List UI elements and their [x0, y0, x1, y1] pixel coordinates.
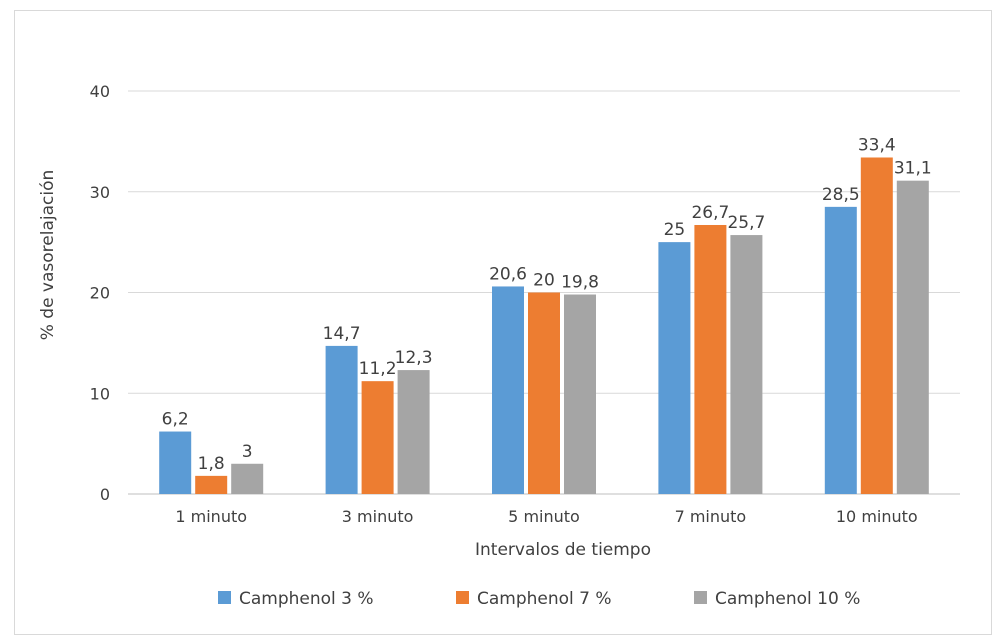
bar [492, 286, 524, 494]
x-tick-label: 7 minuto [675, 507, 747, 526]
data-label: 33,4 [858, 135, 896, 155]
bar [195, 475, 228, 494]
bar [694, 224, 727, 494]
bar [896, 180, 929, 495]
x-tick-label: 10 minuto [836, 507, 918, 526]
bars [159, 157, 929, 495]
y-tick-label: 20 [90, 284, 110, 303]
bar [730, 235, 763, 494]
data-label: 25,7 [727, 213, 765, 233]
bar [528, 292, 560, 494]
x-tick-label: 1 minuto [175, 507, 247, 526]
data-label: 20,6 [489, 264, 527, 284]
data-label: 3 [242, 442, 253, 462]
data-label: 26,7 [691, 203, 729, 223]
y-tick-label: 30 [90, 183, 110, 202]
legend-swatch [218, 591, 231, 604]
legend-label: Camphenol 10 % [715, 589, 860, 609]
legend-label: Camphenol 7 % [477, 589, 612, 609]
x-tick-label: 5 minuto [508, 507, 580, 526]
bar [159, 431, 192, 494]
y-tick-label: 10 [90, 384, 110, 403]
bar [397, 370, 430, 494]
bar [325, 345, 358, 494]
data-label: 25 [664, 220, 686, 240]
x-tick-labels: 1 minuto 3 minuto 5 minuto 7 minuto 10 minut… [175, 507, 917, 526]
data-label: 1,8 [198, 454, 225, 474]
y-tick-label: 40 [90, 82, 110, 101]
legend-swatch [694, 591, 707, 604]
y-axis-label: % de vasorelajación [38, 170, 58, 341]
data-label: 11,2 [359, 359, 397, 379]
data-label: 19,8 [561, 273, 599, 293]
bar [361, 381, 394, 494]
y-tick-labels: 0 10 20 30 40 [90, 82, 110, 504]
data-label: 6,2 [162, 410, 189, 430]
y-tick-label: 0 [100, 485, 110, 504]
data-label: 28,5 [822, 185, 860, 205]
legend-label: Camphenol 3 % [239, 589, 374, 609]
bar [231, 463, 264, 494]
data-label: 14,7 [323, 324, 361, 344]
bar [860, 157, 893, 494]
data-label: 20 [533, 271, 555, 291]
data-label: 31,1 [894, 159, 932, 179]
legend: Camphenol 3 % Camphenol 7 % Camphenol 10 % [218, 589, 860, 609]
bar [564, 294, 596, 494]
bar [658, 242, 691, 494]
x-tick-label: 3 minuto [342, 507, 414, 526]
bar [824, 206, 857, 495]
data-label: 12,3 [395, 348, 433, 368]
x-axis-label: Intervalos de tiempo [475, 540, 651, 560]
legend-swatch [456, 591, 469, 604]
